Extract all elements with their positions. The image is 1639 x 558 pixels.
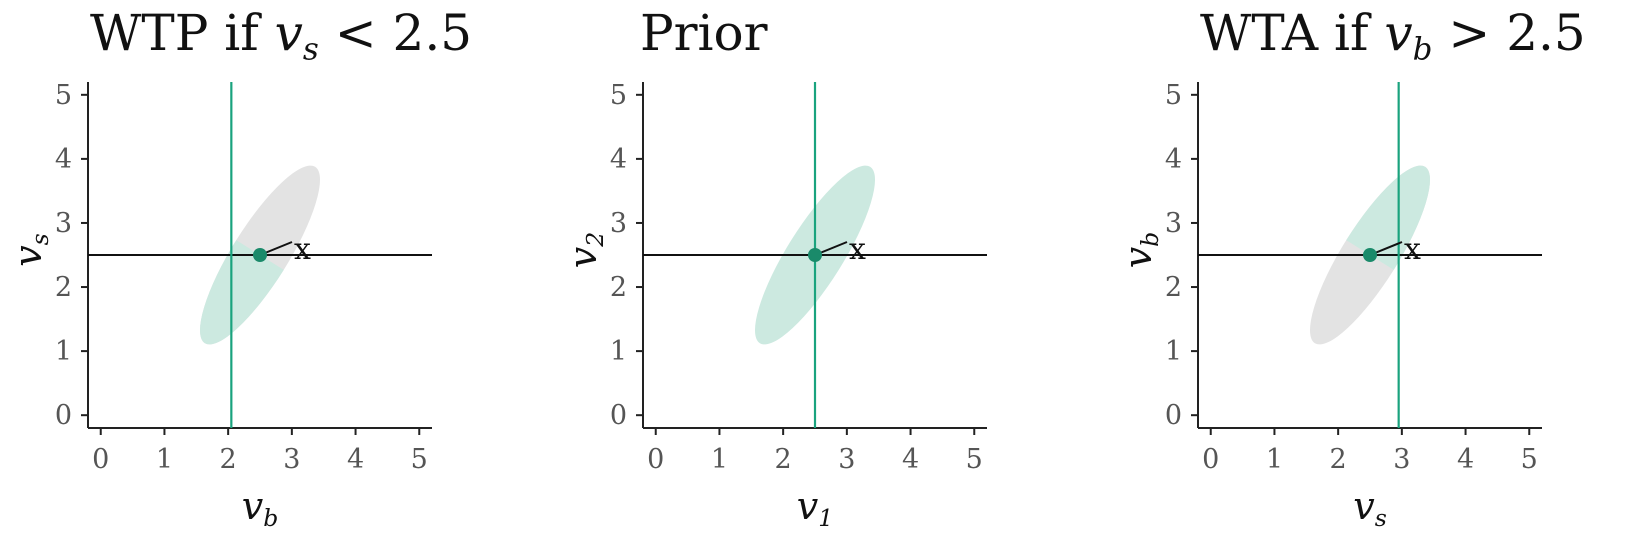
x-tick-label: 3 [838,444,855,475]
y-tick-label: 0 [1165,400,1182,431]
x-axis-label-var: v [241,484,264,528]
x-tick-label: 5 [1521,444,1538,475]
y-tick-label: 5 [1165,80,1182,111]
data-point [808,248,822,262]
chart-panel-wta: WTA if vb > 2.5 0 1 2 3 4 5 0 1 2 3 4 5 x vs vb [1110,0,1639,558]
x-axis-label-var: v [1353,484,1375,528]
y-axis-label-var: v [6,245,50,267]
y-axis-label-subscript: 2 [581,231,610,247]
x-axis-label: vs [1345,484,1395,530]
chart-title-text: WTP if [90,4,275,62]
chart-title-var: v [274,4,303,62]
chart-title: Prior [640,4,768,62]
chart-title: WTP if vs < 2.5 [90,4,473,65]
y-tick-label: 2 [610,272,627,303]
y-axis-label-var: v [561,246,605,269]
x-tick-label: 5 [966,444,983,475]
y-tick-label: 4 [55,144,72,175]
x-tick-label: 2 [1330,444,1347,475]
x-tick-label: 0 [1202,444,1219,475]
y-axis-label: v2 [561,225,611,275]
x-tick-label: 4 [1457,444,1474,475]
y-tick-label: 0 [610,400,627,431]
point-label: x [294,232,311,267]
x-tick-label: 4 [902,444,919,475]
x-tick-label: 3 [283,444,300,475]
y-tick-label: 3 [610,208,627,239]
chart-title-subscript: s [302,31,319,68]
y-tick-label: 2 [1165,272,1182,303]
chart-panel-prior: Prior 0 1 2 3 4 5 0 1 2 3 4 5 x v1 v2 [555,0,1075,558]
x-axis-label-subscript: 1 [818,504,834,533]
chart-title: WTA if vb > 2.5 [1200,4,1586,65]
x-tick-label: 0 [92,444,109,475]
y-tick-label: 5 [610,80,627,111]
chart-title-var: v [1384,4,1413,62]
y-tick-label: 1 [610,336,627,367]
plot-svg: 0 1 2 3 4 5 0 1 2 3 4 5 x [1165,80,1542,475]
x-axis-label-subscript: s [1374,504,1387,533]
chart-title-subscript: b [1412,31,1433,68]
x-axis-label-var: v [796,484,819,528]
data-point [253,248,267,262]
chart-title-suffix: < 2.5 [318,4,473,62]
x-tick-label: 0 [647,444,664,475]
y-axis-label-subscript: s [26,233,55,246]
x-tick-label: 4 [347,444,364,475]
x-tick-label: 1 [711,444,728,475]
chart-title-text: WTA if [1200,4,1385,62]
plot-svg: 0 1 2 3 4 5 0 1 2 3 4 5 x [610,80,987,475]
data-point [1363,248,1377,262]
x-tick-label: 1 [1266,444,1283,475]
chart-title-text: Prior [640,4,768,62]
y-tick-label: 1 [55,336,72,367]
y-tick-label: 4 [610,144,627,175]
chart-panel-wtp: WTP if vs < 2.5 0 1 2 3 4 5 0 1 2 3 4 5 x vb vs [0,0,520,558]
y-tick-label: 2 [55,272,72,303]
x-tick-label: 5 [411,444,428,475]
y-axis-label: vb [1116,225,1166,275]
x-axis-label: v1 [790,484,840,530]
chart-title-suffix: > 2.5 [1432,4,1586,62]
x-tick-label: 2 [220,444,237,475]
y-tick-label: 5 [55,80,72,111]
point-label: x [1404,232,1421,267]
y-axis-label: vs [6,225,56,275]
plot-svg: 0 1 2 3 4 5 0 1 2 3 4 5 x [55,80,432,475]
x-tick-label: 2 [775,444,792,475]
y-tick-label: 3 [55,208,72,239]
point-label: x [849,232,866,267]
y-axis-label-var: v [1116,246,1160,269]
y-tick-label: 1 [1165,336,1182,367]
y-tick-label: 0 [55,400,72,431]
x-axis-label: vb [235,484,285,530]
x-tick-label: 1 [156,444,173,475]
y-axis-label-subscript: b [1136,231,1165,247]
x-axis-label-subscript: b [263,504,279,533]
y-tick-label: 3 [1165,208,1182,239]
x-tick-label: 3 [1393,444,1410,475]
y-tick-label: 4 [1165,144,1182,175]
